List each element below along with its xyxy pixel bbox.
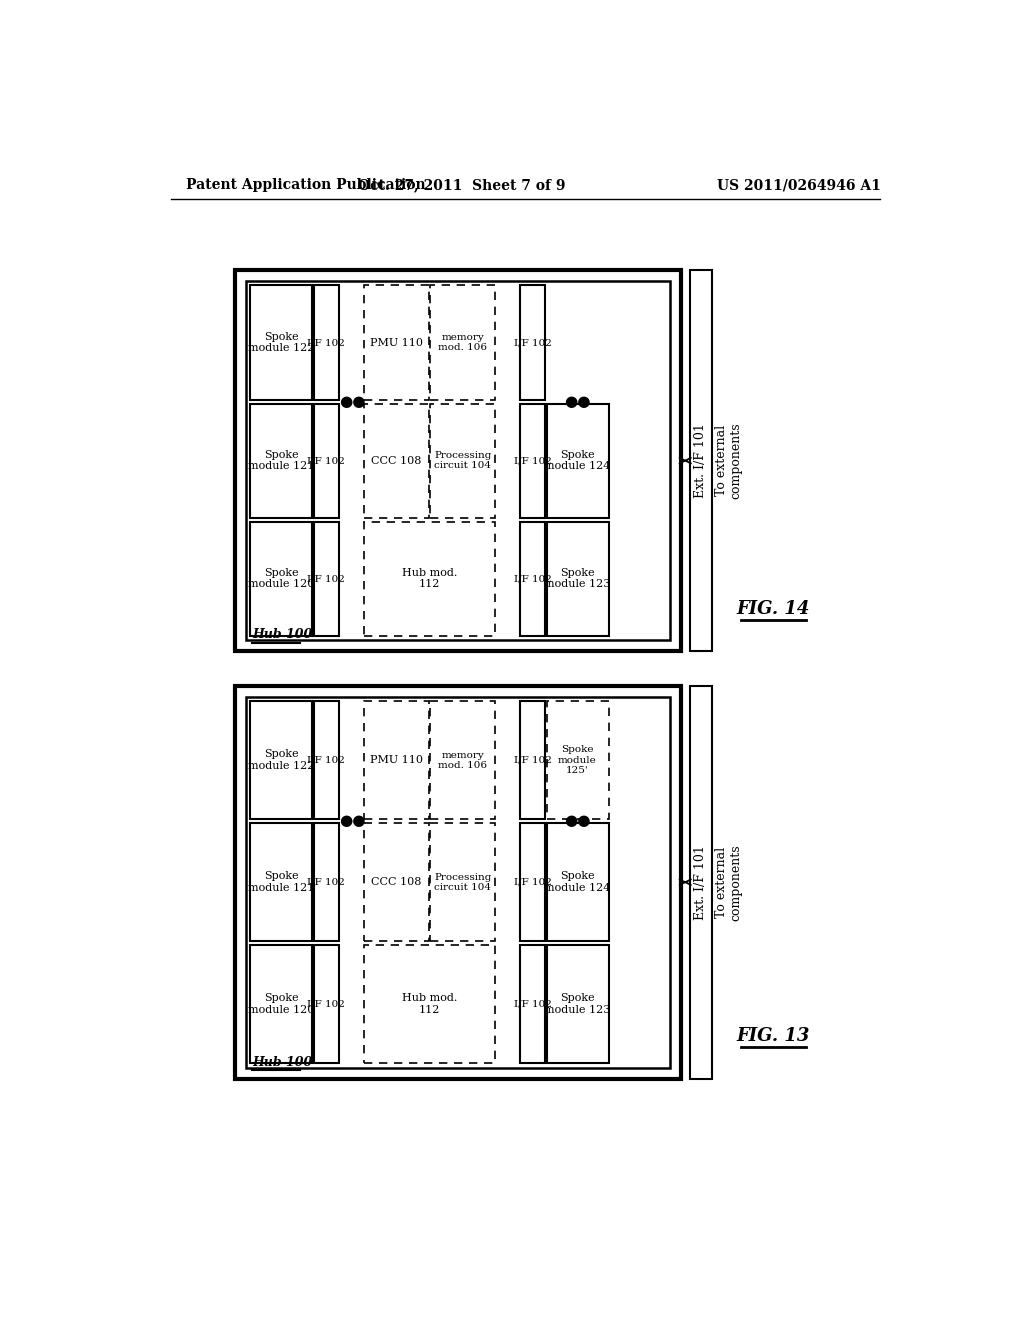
Bar <box>314 701 339 820</box>
Text: ●●: ●● <box>564 395 591 409</box>
Text: Hub mod.
112: Hub mod. 112 <box>401 994 457 1015</box>
Text: I/F 102: I/F 102 <box>514 756 552 764</box>
Text: CCC 108: CCC 108 <box>371 878 421 887</box>
Bar <box>251 945 312 1063</box>
Text: To external
components: To external components <box>715 422 742 499</box>
Text: Processing
circuit 104: Processing circuit 104 <box>434 451 492 470</box>
Text: Spoke
module 120: Spoke module 120 <box>248 568 314 590</box>
Text: PMU 110: PMU 110 <box>370 338 423 347</box>
Text: Spoke
module 123: Spoke module 123 <box>545 568 610 590</box>
Text: I/F 102: I/F 102 <box>514 574 552 583</box>
Bar <box>547 701 608 820</box>
Text: I/F 102: I/F 102 <box>307 574 345 583</box>
Text: I/F 102: I/F 102 <box>514 457 552 465</box>
Bar <box>430 824 496 941</box>
Bar <box>520 945 545 1063</box>
Bar <box>690 686 712 1078</box>
Bar <box>314 404 339 517</box>
Bar <box>251 521 312 636</box>
Text: Ext. I/F 101: Ext. I/F 101 <box>694 424 708 498</box>
Text: Spoke
module 124: Spoke module 124 <box>545 871 610 894</box>
Bar <box>364 404 429 517</box>
Text: Oct. 27, 2011  Sheet 7 of 9: Oct. 27, 2011 Sheet 7 of 9 <box>357 178 565 193</box>
Bar <box>690 271 712 651</box>
Bar <box>547 521 608 636</box>
Text: Ext. I/F 101: Ext. I/F 101 <box>694 845 708 920</box>
Text: ●●: ●● <box>339 395 366 409</box>
Text: Hub 100: Hub 100 <box>252 1056 312 1069</box>
Text: I/F 102: I/F 102 <box>307 338 345 347</box>
Bar <box>520 285 545 400</box>
Text: I/F 102: I/F 102 <box>514 878 552 887</box>
Text: PMU 110: PMU 110 <box>370 755 423 766</box>
Text: To external
components: To external components <box>715 843 742 920</box>
Bar <box>364 824 429 941</box>
Text: FIG. 14: FIG. 14 <box>737 599 810 618</box>
Text: US 2011/0264946 A1: US 2011/0264946 A1 <box>717 178 881 193</box>
Text: Hub mod.
112: Hub mod. 112 <box>401 568 457 590</box>
Text: I/F 102: I/F 102 <box>307 999 345 1008</box>
Bar <box>547 404 608 517</box>
Bar <box>251 285 312 400</box>
Text: Spoke
module 124: Spoke module 124 <box>545 450 610 471</box>
Text: Hub 100: Hub 100 <box>252 628 312 642</box>
Bar <box>314 945 339 1063</box>
Bar <box>364 285 429 400</box>
Text: I/F 102: I/F 102 <box>514 338 552 347</box>
Bar <box>314 521 339 636</box>
Bar <box>430 285 496 400</box>
Bar <box>430 701 496 820</box>
Bar <box>251 701 312 820</box>
Text: FIG. 13: FIG. 13 <box>737 1027 810 1045</box>
Text: I/F 102: I/F 102 <box>307 457 345 465</box>
Bar <box>314 824 339 941</box>
Bar <box>234 271 681 651</box>
Text: Spoke
module 121: Spoke module 121 <box>248 871 314 894</box>
Bar <box>364 521 496 636</box>
Text: I/F 102: I/F 102 <box>307 878 345 887</box>
Text: CCC 108: CCC 108 <box>371 455 421 466</box>
Text: ●●: ●● <box>564 814 591 828</box>
Bar <box>251 824 312 941</box>
Bar <box>246 697 670 1068</box>
Bar <box>520 701 545 820</box>
Text: Processing
circuit 104: Processing circuit 104 <box>434 873 492 892</box>
Bar <box>251 404 312 517</box>
Text: memory
mod. 106: memory mod. 106 <box>438 751 487 770</box>
Bar <box>314 285 339 400</box>
Text: ●●: ●● <box>339 814 366 828</box>
Bar <box>547 945 608 1063</box>
Text: memory
mod. 106: memory mod. 106 <box>438 333 487 352</box>
Text: I/F 102: I/F 102 <box>514 999 552 1008</box>
Text: Spoke
module 122: Spoke module 122 <box>248 750 314 771</box>
Text: Spoke
module
125': Spoke module 125' <box>558 746 597 775</box>
Text: Spoke
module 122: Spoke module 122 <box>248 331 314 354</box>
Bar <box>520 521 545 636</box>
Text: I/F 102: I/F 102 <box>307 756 345 764</box>
Bar <box>547 824 608 941</box>
Bar <box>520 404 545 517</box>
Bar <box>234 686 681 1078</box>
Bar <box>430 404 496 517</box>
Text: Spoke
module 123: Spoke module 123 <box>545 994 610 1015</box>
Text: Spoke
module 121: Spoke module 121 <box>248 450 314 471</box>
Bar <box>364 701 429 820</box>
Text: Patent Application Publication: Patent Application Publication <box>186 178 426 193</box>
Text: Spoke
module 120: Spoke module 120 <box>248 994 314 1015</box>
Bar <box>246 281 670 640</box>
Bar <box>364 945 496 1063</box>
Bar <box>520 824 545 941</box>
